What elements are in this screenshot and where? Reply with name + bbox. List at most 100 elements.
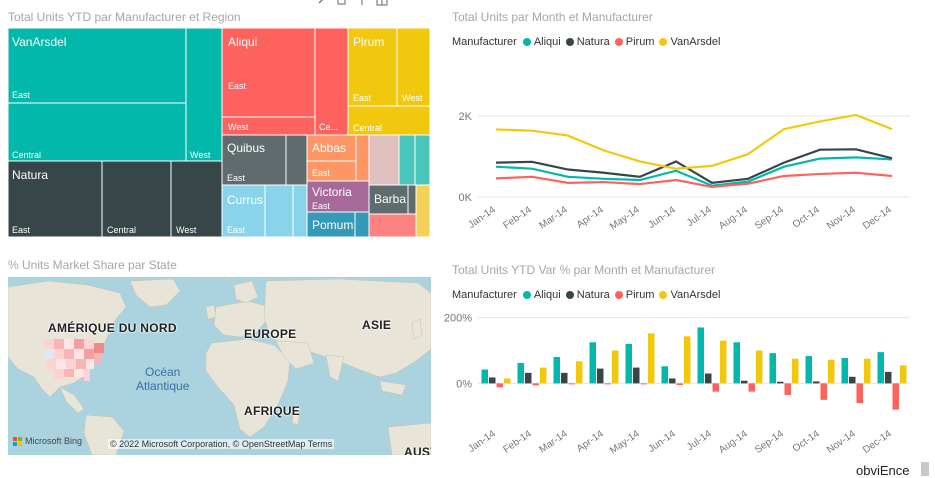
line-series-vanarsdel[interactable] xyxy=(495,113,893,170)
bar-vanarsdel[interactable] xyxy=(648,333,655,384)
line-x-tick-label: Sep-14 xyxy=(753,204,786,232)
treemap-cell-currus-west[interactable] xyxy=(292,184,308,238)
bar-natura[interactable] xyxy=(561,372,568,384)
treemap-cell-vanarsdel-west[interactable] xyxy=(185,27,223,162)
filter-icon[interactable] xyxy=(356,0,368,6)
bar-vanarsdel[interactable] xyxy=(756,350,763,384)
legend-dot-icon xyxy=(614,291,623,299)
bar-legend-item-vanarsdel[interactable]: VanArsdel xyxy=(659,289,720,301)
bar-natura[interactable] xyxy=(741,380,748,384)
line-chart-legend: Manufacturer Aliqui Natura Pirum VanArsd… xyxy=(452,36,725,48)
bar-legend-item-natura[interactable]: Natura xyxy=(565,289,610,301)
bar-natura[interactable] xyxy=(885,371,892,384)
bar-pirum[interactable] xyxy=(712,383,720,392)
bar-pirum[interactable] xyxy=(820,383,828,400)
map-label-ocean: Océan Atlantique xyxy=(136,365,189,393)
treemap-cell-aliqui-central[interactable] xyxy=(314,27,349,136)
treemap-cell-abbas-west[interactable] xyxy=(355,134,370,182)
line-legend-item-natura[interactable]: Natura xyxy=(565,36,610,48)
line-legend-item-vanarsdel[interactable]: VanArsdel xyxy=(659,36,720,48)
map-visual[interactable]: AMÉRIQUE DU NORD EUROPE ASIE AFRIQUE AUS… xyxy=(8,277,431,455)
line-legend-item-aliqui[interactable]: Aliqui xyxy=(522,36,561,48)
bar-pirum[interactable] xyxy=(640,383,648,385)
line-series-aliqui[interactable] xyxy=(495,156,893,187)
treemap-label-aliqui-central: Ce... xyxy=(319,122,338,132)
bar-pirum[interactable] xyxy=(784,383,792,395)
bar-aliqui[interactable] xyxy=(733,342,741,384)
bar-legend-item-pirum[interactable]: Pirum xyxy=(614,289,654,301)
bar-pirum[interactable] xyxy=(496,383,504,388)
bar-aliqui[interactable] xyxy=(877,352,885,384)
bar-pirum[interactable] xyxy=(892,383,900,410)
treemap-cell-natura-west[interactable] xyxy=(170,160,223,238)
treemap-cell-pirum-west[interactable] xyxy=(396,27,431,107)
treemap-cell-abbas-east[interactable] xyxy=(306,134,357,162)
bar-aliqui[interactable] xyxy=(805,356,813,384)
us-states-heatmap[interactable] xyxy=(44,339,104,381)
map-attribution[interactable]: © 2022 Microsoft Corporation, © OpenStre… xyxy=(108,439,335,449)
bar-aliqui[interactable] xyxy=(769,353,777,384)
bar-aliqui[interactable] xyxy=(841,358,849,384)
line-series-natura[interactable] xyxy=(495,148,893,184)
treemap-cell-small-e[interactable] xyxy=(415,184,431,238)
treemap-cell-currus-central[interactable] xyxy=(264,184,294,238)
treemap-cell-natura-central[interactable] xyxy=(101,160,172,238)
bar-chart-svg[interactable]: 0% 200% Jan-14 Feb-14 Mar-14 Apr-14 May-14 Jun-… xyxy=(440,305,920,455)
bar-vanarsdel[interactable] xyxy=(684,336,691,384)
treemap-cell-pomum-east[interactable] xyxy=(306,211,356,238)
line-x-tick-label: Nov-14 xyxy=(825,204,858,232)
treemap-cell-small-c[interactable] xyxy=(414,134,431,186)
map-label-north-america: AMÉRIQUE DU NORD xyxy=(48,321,177,335)
bar-vanarsdel[interactable] xyxy=(576,361,583,384)
bar-vanarsdel[interactable] xyxy=(720,340,727,384)
bar-pirum[interactable] xyxy=(532,383,540,386)
copy-icon[interactable] xyxy=(336,0,348,6)
treemap-cell-small-d[interactable] xyxy=(368,213,417,238)
bar-aliqui[interactable] xyxy=(517,362,525,384)
bar-aliqui[interactable] xyxy=(625,343,633,384)
line-legend-title: Manufacturer xyxy=(452,36,517,48)
bar-natura[interactable] xyxy=(849,376,856,384)
bar-natura[interactable] xyxy=(705,373,712,384)
treemap-cell-pomum-other[interactable] xyxy=(354,211,370,238)
bar-aliqui[interactable] xyxy=(481,369,489,384)
bar-vanarsdel[interactable] xyxy=(612,350,619,384)
bar-natura[interactable] xyxy=(813,381,820,384)
bar-natura[interactable] xyxy=(777,381,784,384)
pin-icon[interactable] xyxy=(316,0,328,6)
bar-vanarsdel[interactable] xyxy=(828,359,835,384)
bar-legend-item-aliqui[interactable]: Aliqui xyxy=(522,289,561,301)
line-series-pirum[interactable] xyxy=(495,171,893,189)
treemap-cell-small-b[interactable] xyxy=(398,134,416,186)
treemap-cell-barba-other[interactable] xyxy=(407,184,417,215)
bar-natura[interactable] xyxy=(489,377,496,384)
treemap-cell-small-a[interactable] xyxy=(368,134,400,186)
line-legend-item-pirum[interactable]: Pirum xyxy=(614,36,654,48)
bar-aliqui[interactable] xyxy=(697,327,705,384)
bar-vanarsdel[interactable] xyxy=(792,358,799,384)
bar-pirum[interactable] xyxy=(748,383,756,392)
treemap-cell-vanarsdel-east[interactable] xyxy=(7,27,187,104)
bar-natura[interactable] xyxy=(669,378,676,384)
bar-aliqui[interactable] xyxy=(553,357,561,384)
bar-vanarsdel[interactable] xyxy=(900,365,907,384)
treemap-cell-pirum-central[interactable] xyxy=(347,105,431,136)
bar-aliqui[interactable] xyxy=(661,366,669,384)
bar-pirum[interactable] xyxy=(856,383,864,404)
bar-x-tick-label: Sep-14 xyxy=(753,428,786,455)
bar-pirum[interactable] xyxy=(568,383,576,385)
bar-natura[interactable] xyxy=(633,367,640,384)
treemap-cell-natura-east[interactable] xyxy=(7,160,103,238)
bar-pirum[interactable] xyxy=(676,383,684,386)
focus-mode-icon[interactable] xyxy=(376,0,388,6)
line-chart-svg[interactable]: 0K 2K Jan-14 Feb-14 Mar-14 Apr-14 May-14 Jun-14… xyxy=(440,90,920,250)
bar-vanarsdel[interactable] xyxy=(504,378,511,384)
bar-natura[interactable] xyxy=(597,368,604,384)
scrollbar-thumb[interactable] xyxy=(921,462,929,476)
bar-aliqui[interactable] xyxy=(589,342,597,384)
bar-vanarsdel[interactable] xyxy=(864,358,871,384)
treemap-cell-quibus-other[interactable] xyxy=(285,134,308,186)
bar-vanarsdel[interactable] xyxy=(540,367,547,384)
bar-natura[interactable] xyxy=(525,372,532,384)
bar-pirum[interactable] xyxy=(604,383,612,385)
